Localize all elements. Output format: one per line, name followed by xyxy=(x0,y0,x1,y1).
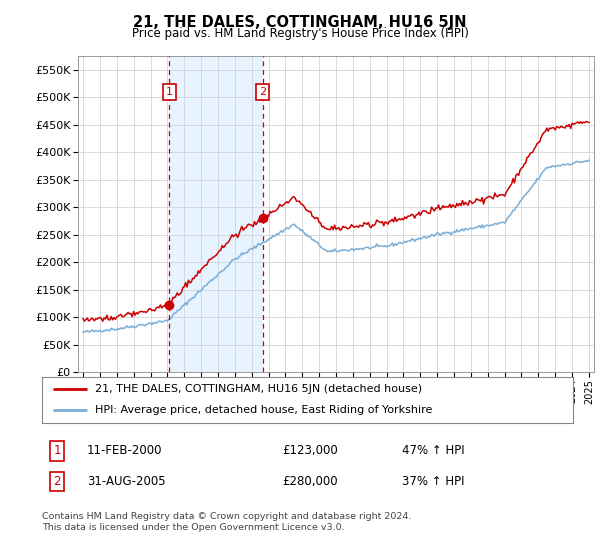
Text: Contains HM Land Registry data © Crown copyright and database right 2024.
This d: Contains HM Land Registry data © Crown c… xyxy=(42,512,412,532)
Text: 31-AUG-2005: 31-AUG-2005 xyxy=(87,475,166,488)
Text: 47% ↑ HPI: 47% ↑ HPI xyxy=(402,444,464,458)
Text: 37% ↑ HPI: 37% ↑ HPI xyxy=(402,475,464,488)
Text: 21, THE DALES, COTTINGHAM, HU16 5JN (detached house): 21, THE DALES, COTTINGHAM, HU16 5JN (det… xyxy=(95,384,422,394)
Text: 1: 1 xyxy=(53,444,61,458)
Text: HPI: Average price, detached house, East Riding of Yorkshire: HPI: Average price, detached house, East… xyxy=(95,405,433,416)
Text: Price paid vs. HM Land Registry's House Price Index (HPI): Price paid vs. HM Land Registry's House … xyxy=(131,27,469,40)
Text: £280,000: £280,000 xyxy=(282,475,338,488)
Text: 21, THE DALES, COTTINGHAM, HU16 5JN: 21, THE DALES, COTTINGHAM, HU16 5JN xyxy=(133,15,467,30)
Text: 11-FEB-2000: 11-FEB-2000 xyxy=(87,444,163,458)
Bar xyxy=(169,56,263,372)
Text: 1: 1 xyxy=(166,87,173,97)
Text: 2: 2 xyxy=(53,475,61,488)
Text: 2: 2 xyxy=(259,87,266,97)
Text: £123,000: £123,000 xyxy=(282,444,338,458)
